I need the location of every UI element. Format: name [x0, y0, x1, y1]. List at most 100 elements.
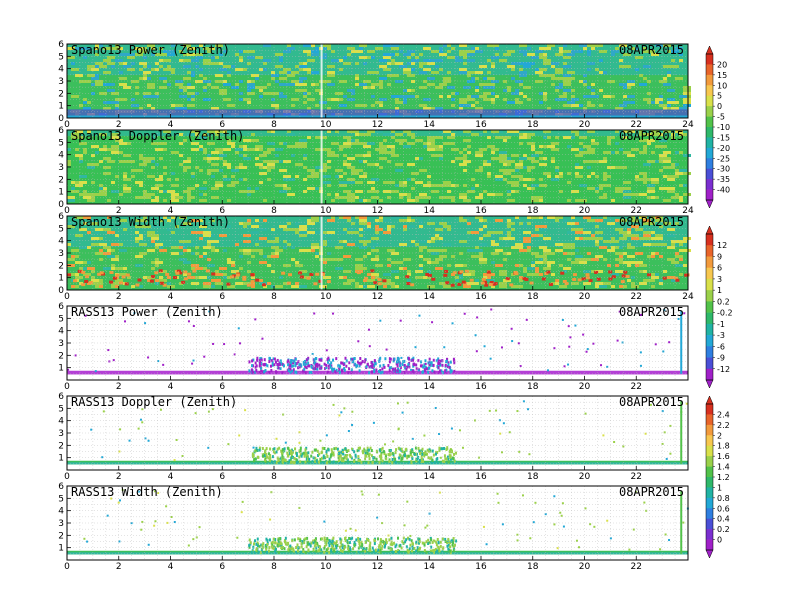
data-cell	[235, 68, 243, 71]
data-cell	[319, 101, 327, 104]
data-cell	[151, 187, 159, 190]
data-cell	[491, 130, 499, 133]
data-cell	[403, 130, 411, 133]
data-cell	[408, 365, 411, 369]
data-cell	[427, 538, 430, 542]
data-cell	[449, 545, 452, 549]
data-cell	[95, 231, 99, 234]
data-cell	[247, 193, 251, 196]
data-cell	[667, 74, 671, 77]
data-cell	[115, 267, 123, 270]
data-cell	[444, 537, 447, 541]
data-cell	[427, 142, 431, 145]
data-cell	[431, 277, 436, 281]
data-cell	[439, 282, 447, 285]
data-cell	[399, 193, 403, 196]
data-cell	[467, 222, 471, 225]
data-cell	[511, 68, 515, 71]
data-cell	[471, 187, 475, 190]
data-cell	[368, 457, 371, 461]
data-cell	[583, 145, 591, 148]
data-cell	[453, 543, 456, 547]
data-cell	[326, 537, 329, 541]
data-cell	[623, 187, 631, 190]
data-cell	[523, 53, 527, 56]
data-cell	[395, 47, 399, 50]
data-cell	[539, 216, 543, 219]
data-cell	[309, 544, 312, 548]
data-cell	[651, 53, 659, 56]
data-cell	[611, 95, 615, 98]
data-cell	[371, 273, 379, 276]
panel-date: 08APR2015	[619, 305, 684, 319]
data-cell	[643, 222, 651, 225]
data-cell	[321, 461, 324, 465]
data-cell	[431, 59, 439, 62]
data-cell	[370, 454, 373, 458]
data-cell	[304, 371, 307, 375]
data-cell	[443, 181, 451, 184]
data-cell	[351, 169, 355, 172]
data-cell	[548, 282, 553, 286]
data-cell	[344, 356, 347, 360]
data-cell	[84, 279, 89, 283]
data-cell	[75, 47, 83, 50]
data-cell	[366, 449, 369, 453]
data-cell	[421, 447, 424, 451]
data-cell	[595, 225, 599, 228]
data-cell	[231, 86, 239, 89]
data-cell	[256, 537, 259, 541]
data-point	[141, 421, 144, 424]
data-cell	[567, 222, 575, 225]
data-cell	[515, 166, 523, 169]
data-point	[488, 409, 491, 412]
data-cell	[451, 98, 455, 101]
data-cell	[551, 62, 559, 65]
data-cell	[83, 56, 87, 59]
data-point	[446, 447, 449, 450]
data-cell	[489, 280, 494, 284]
data-cell	[171, 71, 175, 74]
data-cell	[679, 133, 683, 136]
data-cell	[375, 219, 379, 222]
data-cell	[291, 193, 295, 196]
data-cell	[339, 148, 343, 151]
data-cell	[439, 154, 443, 157]
data-cell	[308, 457, 311, 461]
data-cell	[507, 219, 511, 222]
data-cell	[154, 271, 159, 275]
data-cell	[423, 368, 426, 372]
data-cell	[311, 216, 319, 219]
data-cell	[667, 187, 675, 190]
data-cell	[307, 549, 310, 553]
data-cell	[639, 130, 643, 133]
data-cell	[307, 59, 315, 62]
data-point	[500, 451, 503, 454]
data-cell	[406, 365, 409, 369]
data-cell	[499, 154, 507, 157]
data-cell	[595, 68, 599, 71]
data-cell	[387, 160, 391, 163]
data-cell	[303, 157, 307, 160]
data-cell	[332, 541, 335, 545]
data-cell	[265, 455, 268, 459]
data-point	[211, 408, 214, 411]
y-tick-label: 3	[58, 163, 64, 173]
data-cell	[191, 130, 199, 133]
panel-title: Spano13 Width (Zenith)	[71, 215, 230, 229]
data-cell	[79, 228, 87, 231]
data-cell	[267, 142, 275, 145]
data-cell	[215, 133, 219, 136]
data-cell	[527, 53, 535, 56]
data-cell	[447, 86, 455, 89]
data-cell	[199, 44, 203, 47]
data-cell	[159, 216, 163, 219]
data-cell	[503, 231, 507, 234]
data-cell	[388, 366, 391, 370]
data-point	[130, 522, 133, 525]
data-cell	[639, 151, 647, 154]
data-point	[622, 445, 625, 448]
data-cell	[507, 193, 511, 196]
data-cell	[419, 364, 422, 368]
data-cell	[427, 240, 431, 243]
